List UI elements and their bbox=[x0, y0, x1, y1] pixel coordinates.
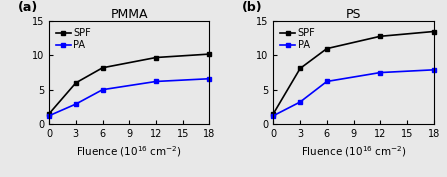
SPF bbox=[100, 67, 105, 69]
PA bbox=[73, 103, 79, 105]
Legend: SPF, PA: SPF, PA bbox=[278, 26, 317, 52]
SPF bbox=[207, 53, 212, 55]
Title: PMMA: PMMA bbox=[110, 8, 148, 21]
X-axis label: Fluence (10$^{16}$ cm$^{-2}$): Fluence (10$^{16}$ cm$^{-2}$) bbox=[300, 144, 406, 159]
SPF bbox=[324, 48, 329, 50]
Line: PA: PA bbox=[47, 76, 212, 118]
SPF bbox=[73, 82, 79, 84]
Line: SPF: SPF bbox=[47, 52, 212, 116]
X-axis label: Fluence (10$^{16}$ cm$^{-2}$): Fluence (10$^{16}$ cm$^{-2}$) bbox=[76, 144, 182, 159]
SPF bbox=[46, 113, 52, 115]
PA bbox=[271, 115, 276, 117]
Legend: SPF, PA: SPF, PA bbox=[54, 26, 93, 52]
Text: (b): (b) bbox=[242, 1, 263, 14]
Line: PA: PA bbox=[271, 67, 436, 118]
PA bbox=[378, 72, 383, 74]
SPF bbox=[153, 56, 159, 59]
PA bbox=[431, 69, 436, 71]
Title: PS: PS bbox=[346, 8, 361, 21]
PA bbox=[153, 80, 159, 82]
Line: SPF: SPF bbox=[271, 29, 436, 116]
SPF bbox=[378, 35, 383, 37]
PA bbox=[46, 115, 52, 117]
Text: (a): (a) bbox=[18, 1, 38, 14]
PA bbox=[324, 80, 329, 82]
SPF bbox=[431, 30, 436, 33]
PA bbox=[207, 78, 212, 80]
PA bbox=[100, 89, 105, 91]
PA bbox=[297, 101, 303, 103]
SPF bbox=[297, 67, 303, 70]
SPF bbox=[271, 113, 276, 115]
